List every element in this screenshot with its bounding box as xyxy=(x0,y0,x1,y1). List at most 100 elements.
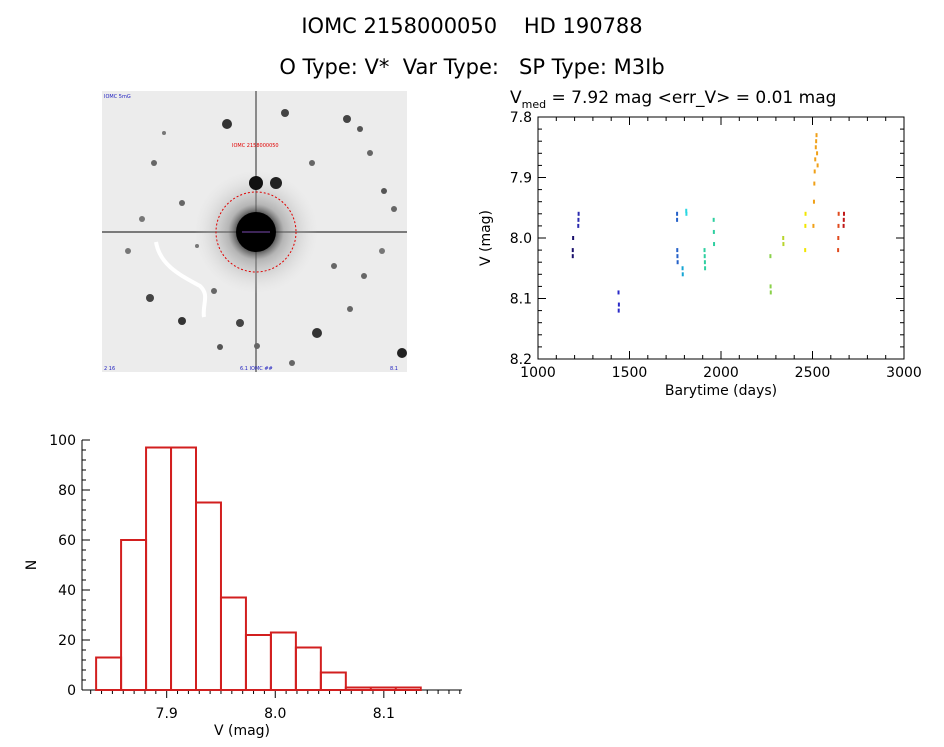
image-bottom-label: 6.1 IOMC ## xyxy=(240,366,273,372)
y-tick-label: 8.0 xyxy=(510,231,532,247)
data-point xyxy=(815,133,818,138)
data-point xyxy=(571,248,574,253)
data-point xyxy=(815,139,818,144)
x-tick-label: 2500 xyxy=(795,365,831,381)
magnitude-histogram: 0 20 40 60 80 100 7.9 8.0 8.1 V (mag) N xyxy=(24,433,462,739)
data-point xyxy=(681,272,684,277)
data-point xyxy=(676,217,679,222)
histogram-bar xyxy=(170,446,197,691)
variable-type: Var Type: xyxy=(402,55,499,79)
light-curve-points xyxy=(571,133,845,313)
histogram-bar xyxy=(219,596,247,691)
series-s11 xyxy=(812,133,819,228)
y-axis-label: V (mag) xyxy=(478,210,494,266)
y-tick-label: 40 xyxy=(58,583,76,599)
series-s2 xyxy=(577,211,580,228)
data-point xyxy=(676,211,679,216)
data-point xyxy=(681,266,684,271)
y-tick-label: 7.8 xyxy=(510,110,532,126)
data-point xyxy=(804,223,807,228)
light-curve-frame xyxy=(537,116,905,360)
data-point xyxy=(713,242,716,247)
series-s10 xyxy=(804,211,807,253)
data-point xyxy=(676,248,679,253)
data-point xyxy=(816,163,819,168)
data-point xyxy=(703,260,706,265)
data-point xyxy=(837,236,840,240)
data-point xyxy=(712,229,715,234)
light-curve-axes: 1000 1500 2000 2500 3000 7.8 7.9 8.0 8.1 8.2 Baryt… xyxy=(478,110,922,399)
y-tick-label: 7.9 xyxy=(510,171,532,187)
data-point xyxy=(704,266,707,271)
y-tick-label: 8.2 xyxy=(510,352,532,368)
histogram-bar xyxy=(269,631,297,691)
x-tick-label: 1500 xyxy=(612,365,648,381)
data-point xyxy=(816,151,819,156)
series-s6 xyxy=(685,208,688,216)
y-tick-label: 80 xyxy=(58,483,76,499)
series-s9 xyxy=(782,236,785,247)
x-axis-label: Barytime (days) xyxy=(665,383,777,399)
y-tick-label: 100 xyxy=(49,433,76,449)
data-point xyxy=(837,248,840,253)
data-point xyxy=(572,236,575,240)
series-s13 xyxy=(842,211,845,228)
y-tick-label: 60 xyxy=(58,533,76,549)
data-point xyxy=(804,211,807,216)
histogram-bars xyxy=(95,446,422,691)
series-s1 xyxy=(571,236,575,259)
title-types: O Type: V* Var Type: SP Type: M3Ib xyxy=(0,55,944,79)
histogram-bar xyxy=(344,686,372,691)
data-point xyxy=(712,217,715,222)
data-point xyxy=(782,236,785,240)
histogram-bar xyxy=(369,686,397,691)
series-s8 xyxy=(769,254,772,295)
series-s4 xyxy=(676,211,679,265)
data-point xyxy=(804,248,807,253)
data-point xyxy=(703,254,706,259)
spectral-type: SP Type: M3Ib xyxy=(519,55,665,79)
series-s12 xyxy=(837,211,840,253)
data-point xyxy=(813,169,816,174)
light-curve-title: Vmed = 7.92 mag <err_V> = 0.01 mag xyxy=(510,88,836,111)
x-tick-label: 8.1 xyxy=(373,706,395,722)
data-point xyxy=(837,211,840,216)
data-point xyxy=(813,181,816,186)
image-corner-label-bottom-left: 2 16 xyxy=(104,366,115,372)
iomc-id: IOMC 2158000050 xyxy=(301,14,498,38)
data-point xyxy=(837,223,840,228)
data-point xyxy=(577,223,580,228)
data-point xyxy=(842,217,845,222)
series-s7 xyxy=(703,217,716,271)
histogram-bar xyxy=(145,446,173,691)
data-point xyxy=(617,302,620,307)
histogram-bar xyxy=(394,686,422,691)
data-point xyxy=(814,157,817,162)
histogram-bar xyxy=(244,634,272,691)
series-s5 xyxy=(681,266,684,277)
image-corner-label-bottom-right: 8.1 xyxy=(390,366,398,372)
x-tick-label: 3000 xyxy=(886,365,922,381)
y-tick-label: 0 xyxy=(67,683,76,699)
data-point xyxy=(676,254,679,259)
aperture-circle xyxy=(215,191,297,273)
data-point xyxy=(685,208,688,213)
data-point xyxy=(842,211,845,216)
data-point xyxy=(769,290,772,295)
histogram-bar xyxy=(294,646,322,691)
histogram-bar xyxy=(120,539,148,691)
histogram-axes: 0 20 40 60 80 100 7.9 8.0 8.1 V (mag) N xyxy=(24,433,462,739)
image-corner-label-top-left: IOMC 5mG xyxy=(104,94,131,100)
title-identifiers: IOMC 2158000050 HD 190788 xyxy=(0,14,944,38)
sky-image: IOMC 5mG IOMC 2158000050 6.1 IOMC ## 2 1… xyxy=(102,91,407,372)
x-tick-label: 2000 xyxy=(703,365,739,381)
data-point xyxy=(812,223,815,228)
y-tick-label: 20 xyxy=(58,633,76,649)
histogram-bar xyxy=(95,656,123,691)
series-s3 xyxy=(617,290,620,313)
light-curve-title-text: Vmed = 7.92 mag <err_V> = 0.01 mag xyxy=(510,88,836,111)
image-center-label: IOMC 2158000050 xyxy=(232,143,279,149)
light-curve-chart: Vmed = 7.92 mag <err_V> = 0.01 mag 1000 1… xyxy=(478,88,922,399)
data-point xyxy=(617,308,620,313)
data-point xyxy=(577,217,580,222)
